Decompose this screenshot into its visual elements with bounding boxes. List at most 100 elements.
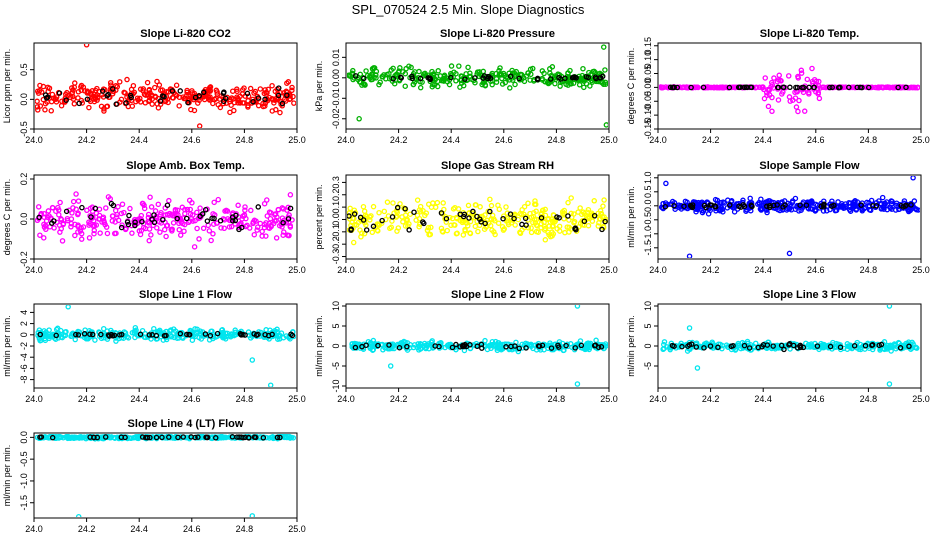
- data-point: [60, 434, 67, 441]
- data-point: [886, 84, 893, 91]
- data-point: [232, 329, 239, 336]
- data-point: [809, 65, 815, 72]
- data-point: [824, 208, 830, 214]
- selected-point: [126, 212, 132, 219]
- data-point: [587, 344, 593, 351]
- data-point: [109, 218, 116, 224]
- data-point: [146, 86, 153, 93]
- panel-title: Slope Line 3 Flow: [763, 289, 856, 301]
- data-point: [147, 194, 153, 200]
- x-tick-label: 24.6: [495, 135, 513, 145]
- selected-point: [774, 202, 780, 208]
- data-point: [187, 211, 194, 217]
- data-point: [888, 200, 895, 207]
- data-point: [62, 329, 68, 335]
- data-point: [197, 205, 203, 211]
- data-point: [181, 228, 187, 234]
- data-point: [259, 228, 265, 235]
- selected-point: [255, 204, 261, 210]
- data-point: [571, 220, 577, 226]
- data-point: [601, 197, 607, 203]
- selected-point: [359, 343, 365, 350]
- selected-point: [837, 84, 843, 91]
- data-point: [356, 116, 362, 122]
- data-point: [42, 107, 48, 113]
- selected-point: [375, 342, 381, 349]
- selected-point: [688, 84, 694, 91]
- data-point: [686, 253, 693, 258]
- data-point: [59, 238, 66, 244]
- data-point: [549, 229, 555, 235]
- selected-point: [700, 84, 707, 91]
- data-point: [444, 227, 450, 234]
- data-point: [790, 97, 796, 103]
- x-tick-label: 24.0: [649, 394, 667, 404]
- data-point: [700, 208, 707, 214]
- data-point: [798, 70, 805, 76]
- data-point: [259, 233, 265, 239]
- plot-frame: [33, 432, 298, 519]
- data-point: [283, 220, 290, 226]
- data-point: [861, 205, 868, 212]
- data-point: [89, 88, 96, 94]
- data-point: [406, 345, 413, 351]
- data-point: [129, 329, 136, 336]
- x-tick-label: 24.4: [754, 265, 772, 275]
- data-point: [580, 65, 586, 72]
- selected-point: [827, 84, 833, 91]
- data-point: [251, 90, 257, 96]
- selected-point: [737, 84, 744, 90]
- data-point: [446, 81, 453, 88]
- data-point: [517, 230, 524, 237]
- data-point: [189, 200, 195, 206]
- data-point: [489, 338, 496, 345]
- selected-point: [63, 97, 69, 103]
- data-point: [91, 227, 98, 234]
- selected-point: [234, 434, 240, 440]
- selected-point: [755, 344, 762, 351]
- data-point: [458, 73, 464, 79]
- data-point: [549, 64, 556, 70]
- y-axis-label: degrees C per min.: [626, 48, 636, 125]
- data-point: [484, 346, 491, 353]
- selected-point: [814, 343, 821, 349]
- x-tick-label: 24.6: [183, 524, 201, 534]
- data-point: [173, 82, 180, 89]
- selected-point: [245, 434, 252, 441]
- selected-point: [787, 84, 793, 91]
- data-point: [414, 197, 421, 203]
- data-point: [415, 341, 421, 347]
- selected-point: [146, 332, 153, 338]
- data-point: [46, 85, 53, 92]
- data-point: [165, 99, 171, 106]
- points-layer: [35, 191, 295, 250]
- x-tick-label: 24.6: [807, 265, 825, 275]
- selected-point: [348, 226, 354, 232]
- y-tick-label: -0.1: [331, 224, 341, 240]
- x-tick-label: 24.6: [183, 265, 201, 275]
- selected-point: [466, 215, 472, 221]
- data-point: [659, 84, 664, 90]
- data-point: [291, 100, 296, 106]
- data-point: [387, 363, 394, 369]
- selected-point: [123, 100, 129, 106]
- selected-point: [390, 76, 397, 82]
- data-point: [97, 230, 103, 236]
- data-point: [574, 305, 581, 309]
- selected-point: [88, 214, 94, 220]
- data-point: [168, 327, 174, 333]
- data-point: [763, 89, 770, 96]
- data-point: [682, 198, 689, 205]
- data-point: [798, 67, 805, 74]
- data-point: [589, 218, 596, 224]
- y-tick-label: 0.00: [331, 69, 341, 87]
- selected-point: [818, 203, 824, 210]
- selected-point: [209, 215, 215, 222]
- data-point: [525, 70, 531, 76]
- data-point: [75, 198, 82, 204]
- y-axis-label: kPa per min.: [314, 61, 324, 112]
- data-point: [789, 198, 796, 204]
- data-point: [101, 106, 107, 112]
- selected-point: [277, 434, 283, 441]
